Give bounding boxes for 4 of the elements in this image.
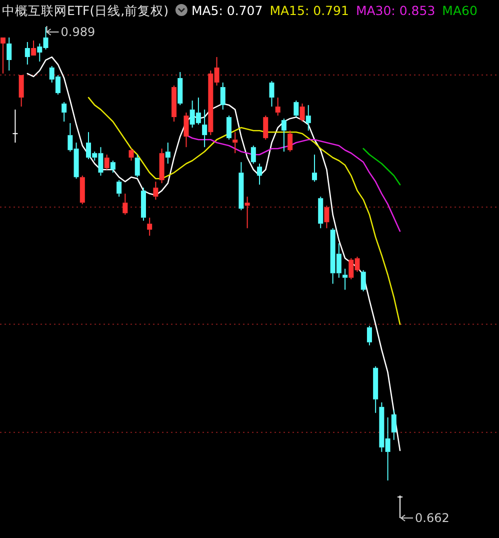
annotation: 0.989 — [60, 25, 96, 39]
chart-title: 中概互联网ETF(日线,前复权) — [2, 3, 168, 18]
text: 0.662 — [415, 511, 450, 525]
header: 中概互联网ETF(日线,前复权) MA5: 0.707 MA15: 0.791 MA30: 0.853 MA60 — [2, 3, 478, 18]
